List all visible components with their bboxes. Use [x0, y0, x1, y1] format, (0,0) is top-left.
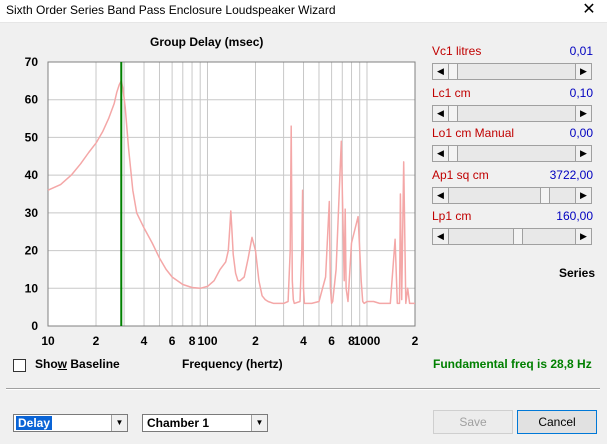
divider — [6, 388, 600, 390]
fundamental-frequency-text: Fundamental freq is 28,8 Hz — [433, 357, 592, 371]
window-title: Sixth Order Series Band Pass Enclosure L… — [6, 3, 336, 17]
x-axis-label: Frequency (hertz) — [182, 357, 283, 371]
x-tick-label: 4 — [141, 334, 148, 348]
x-tick-label: 10 — [41, 334, 55, 348]
param-value: 0,01 — [569, 44, 593, 58]
x-tick-label: 8 — [189, 334, 196, 348]
chamber-value: Chamber 1 — [147, 416, 210, 430]
slider-thumb[interactable] — [448, 146, 458, 161]
arrow-left-icon[interactable]: ◀ — [433, 64, 449, 79]
y-tick-label: 50 — [25, 130, 39, 144]
show-baseline-label[interactable]: Show Baseline — [35, 357, 120, 371]
param-label: Lp1 cm — [432, 209, 472, 223]
plot-frame — [47, 61, 416, 327]
cancel-button[interactable]: Cancel — [517, 410, 597, 434]
series-label: Series — [559, 266, 596, 280]
param-slider[interactable]: ◀ ▶ — [432, 63, 592, 80]
x-tick-label: 2 — [93, 334, 100, 348]
plot-type-value: Delay — [14, 415, 54, 431]
y-tick-label: 60 — [25, 93, 39, 107]
chart-title: Group Delay (msec) — [150, 35, 264, 49]
param-slider[interactable]: ◀ ▶ — [432, 105, 592, 122]
x-tick-label: 1000 — [354, 334, 381, 348]
group-delay-series-line — [47, 80, 415, 305]
y-tick-label: 30 — [25, 206, 39, 220]
param-value: 3722,00 — [549, 168, 593, 182]
x-tick-label: 2 — [252, 334, 259, 348]
y-tick-label: 10 — [25, 281, 39, 295]
arrow-left-icon[interactable]: ◀ — [433, 146, 449, 161]
param-slider[interactable]: ◀ ▶ — [432, 145, 592, 162]
y-tick-label: 40 — [25, 168, 39, 182]
x-tick-label: 6 — [328, 334, 335, 348]
arrow-left-icon[interactable]: ◀ — [433, 188, 449, 203]
param-value: 0,00 — [569, 126, 593, 140]
slider-thumb[interactable] — [512, 229, 523, 244]
y-tick-label: 70 — [25, 55, 39, 69]
slider-thumb[interactable] — [448, 64, 458, 79]
chevron-down-icon[interactable]: ▼ — [111, 415, 127, 431]
title-bar: Sixth Order Series Band Pass Enclosure L… — [0, 0, 607, 23]
plot-type-select[interactable]: Delay ▼ — [13, 414, 128, 432]
arrow-right-icon[interactable]: ▶ — [575, 229, 591, 244]
x-tick-label: 6 — [169, 334, 176, 348]
save-button[interactable]: Save — [433, 410, 513, 434]
chamber-select[interactable]: Chamber 1 ▼ — [142, 414, 268, 432]
arrow-left-icon[interactable]: ◀ — [433, 229, 449, 244]
chevron-down-icon[interactable]: ▼ — [251, 415, 267, 431]
arrow-right-icon[interactable]: ▶ — [575, 188, 591, 203]
arrow-left-icon[interactable]: ◀ — [433, 106, 449, 121]
arrow-right-icon[interactable]: ▶ — [575, 106, 591, 121]
x-tick-label: 100 — [197, 334, 217, 348]
y-tick-label: 0 — [31, 319, 38, 333]
show-baseline-checkbox[interactable] — [13, 359, 26, 372]
param-slider[interactable]: ◀ ▶ — [432, 228, 592, 245]
x-tick-label: 2 — [412, 334, 419, 348]
param-label: Lo1 cm Manual — [432, 126, 515, 140]
close-icon[interactable]: ✕ — [582, 1, 596, 18]
slider-thumb[interactable] — [540, 188, 551, 203]
arrow-right-icon[interactable]: ▶ — [575, 64, 591, 79]
y-tick-label: 20 — [25, 244, 39, 258]
param-label: Ap1 sq cm — [432, 168, 489, 182]
plot-area — [48, 62, 415, 326]
x-tick-label: 8 — [348, 334, 355, 348]
param-value: 160,00 — [556, 209, 593, 223]
param-slider[interactable]: ◀ ▶ — [432, 187, 592, 204]
slider-thumb[interactable] — [448, 106, 458, 121]
param-label: Lc1 cm — [432, 86, 471, 100]
arrow-right-icon[interactable]: ▶ — [575, 146, 591, 161]
param-value: 0,10 — [569, 86, 593, 100]
x-tick-label: 4 — [300, 334, 307, 348]
param-label: Vc1 litres — [432, 44, 482, 58]
